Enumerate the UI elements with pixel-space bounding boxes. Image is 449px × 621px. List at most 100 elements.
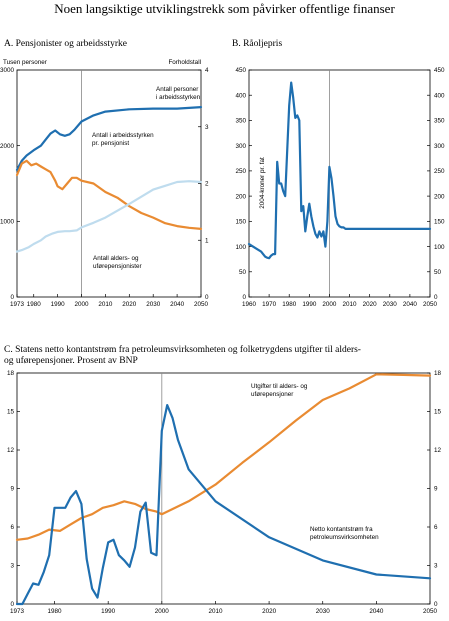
y-tick-label: 1000 — [0, 219, 14, 226]
y-right-tick-label: 400 — [434, 92, 445, 99]
y-right-unit-label: Forholdstall — [168, 59, 201, 66]
annotation: i arbeidsstyrken — [156, 94, 201, 101]
y-right-tick-label: 6 — [434, 524, 438, 531]
annotation: Antall personer — [156, 86, 198, 93]
x-tick-label: 1970 — [262, 301, 277, 308]
x-tick-label: 2050 — [423, 608, 438, 615]
y-right-tick-label: 350 — [434, 118, 445, 125]
y-tick-label: 3000 — [0, 67, 14, 74]
x-tick-label: 2030 — [146, 301, 161, 308]
x-tick-label: 1980 — [48, 608, 63, 615]
y-right-tick-label: 9 — [434, 486, 438, 493]
x-tick-label: 1973 — [10, 608, 25, 615]
x-tick-label: 2020 — [122, 301, 137, 308]
x-tick-label: 2020 — [363, 301, 378, 308]
annotation: Utgifter til alders- og — [251, 383, 308, 390]
series-line — [15, 404, 432, 606]
y-right-tick-label: 1 — [205, 237, 209, 244]
x-tick-label: 2000 — [155, 608, 170, 615]
x-tick-label: 1973 — [10, 301, 25, 308]
y-right-tick-label: 150 — [434, 219, 445, 226]
x-tick-label: 2010 — [98, 301, 113, 308]
x-tick-label: 1990 — [101, 608, 116, 615]
y-right-tick-label: 0 — [205, 294, 209, 301]
x-tick-label: 2030 — [316, 608, 331, 615]
y-right-tick-label: 4 — [205, 67, 209, 74]
plot-frame — [16, 372, 431, 605]
y-tick-label: 9 — [10, 486, 14, 493]
y-right-tick-label: 3 — [205, 124, 209, 131]
plot-frame — [248, 69, 431, 298]
x-tick-label: 2020 — [262, 608, 277, 615]
x-tick-label: 1990 — [51, 301, 66, 308]
x-tick-label: 1980 — [27, 301, 42, 308]
y-left-unit-label: Tusen personer — [3, 59, 47, 66]
y-tick-label: 250 — [235, 168, 246, 175]
x-tick-label: 2040 — [170, 301, 185, 308]
annotation: petroleumsvirksomheten — [310, 534, 379, 541]
panel-B: B. Råoljepris 0 50 100 150 200 250 300 350 400 450… — [232, 38, 445, 308]
y-tick-label: 100 — [235, 244, 246, 251]
y-tick-label: 350 — [235, 118, 246, 125]
panel-title: B. Råoljepris — [232, 38, 282, 49]
annotation: uførepensjoner — [251, 391, 293, 398]
figure-title: Noen langsiktige utviklingstrekk som påv… — [54, 1, 395, 16]
series-line — [15, 180, 203, 253]
annotation: pr. pensjonist — [92, 140, 129, 147]
x-tick-label: 2040 — [403, 301, 418, 308]
y-tick-label: 2000 — [0, 143, 14, 150]
panel-title: C. Statens netto kontantstrøm fra petrol… — [4, 344, 361, 355]
panel-C: C. Statens netto kontantstrøm fra petrol… — [4, 344, 442, 615]
y-tick-label: 15 — [7, 409, 15, 416]
y-right-tick-label: 100 — [434, 244, 445, 251]
y-tick-label: 0 — [10, 601, 14, 608]
y-right-tick-label: 0 — [434, 294, 438, 301]
y-right-tick-label: 250 — [434, 168, 445, 175]
series-line — [15, 159, 203, 230]
y-tick-label: 3 — [10, 563, 14, 570]
y-tick-label: 0 — [242, 294, 246, 301]
y-right-tick-label: 12 — [434, 447, 442, 454]
x-tick-label: 1980 — [282, 301, 297, 308]
y-right-tick-label: 200 — [434, 193, 445, 200]
y-tick-label: 18 — [7, 370, 15, 377]
annotation: uførepensjonister — [93, 263, 142, 270]
y-axis-label: 2004-kroner pr. fat — [259, 157, 266, 209]
x-tick-label: 2030 — [383, 301, 398, 308]
y-right-tick-label: 50 — [434, 269, 442, 276]
y-right-tick-label: 18 — [434, 370, 442, 377]
y-right-tick-label: 450 — [434, 67, 445, 74]
x-tick-label: 1990 — [302, 301, 317, 308]
y-right-tick-label: 0 — [434, 601, 438, 608]
y-tick-label: 150 — [235, 219, 246, 226]
y-right-tick-label: 2 — [205, 181, 209, 188]
x-tick-label: 2040 — [369, 608, 384, 615]
x-tick-label: 2050 — [423, 301, 438, 308]
y-tick-label: 450 — [235, 67, 246, 74]
y-right-tick-label: 3 — [434, 563, 438, 570]
annotation: Netto kontantstrøm fra — [310, 526, 373, 533]
x-tick-label: 2010 — [343, 301, 358, 308]
y-tick-label: 0 — [10, 294, 14, 301]
y-tick-label: 6 — [10, 524, 14, 531]
x-tick-label: 2010 — [208, 608, 223, 615]
y-tick-label: 400 — [235, 92, 246, 99]
annotation: Antall alders- og — [93, 255, 139, 262]
series-line — [247, 81, 432, 260]
series-line — [15, 105, 203, 171]
panel-title: A. Pensjonister og arbeidsstyrke — [4, 39, 127, 49]
x-tick-label: 2000 — [322, 301, 337, 308]
x-tick-label: 2050 — [194, 301, 209, 308]
y-tick-label: 300 — [235, 143, 246, 150]
y-tick-label: 200 — [235, 193, 246, 200]
y-tick-label: 50 — [239, 269, 247, 276]
annotation: Antall i arbeidsstyrken — [92, 132, 154, 139]
series-line — [15, 373, 432, 541]
y-tick-label: 12 — [7, 447, 15, 454]
y-right-tick-label: 300 — [434, 143, 445, 150]
panel-A: A. Pensjonister og arbeidsstyrke 0 1000 200… — [0, 39, 209, 308]
y-right-tick-label: 15 — [434, 409, 442, 416]
x-tick-label: 1960 — [242, 301, 257, 308]
panel-title: og uførepensjoner. Prosent av BNP — [4, 355, 138, 366]
